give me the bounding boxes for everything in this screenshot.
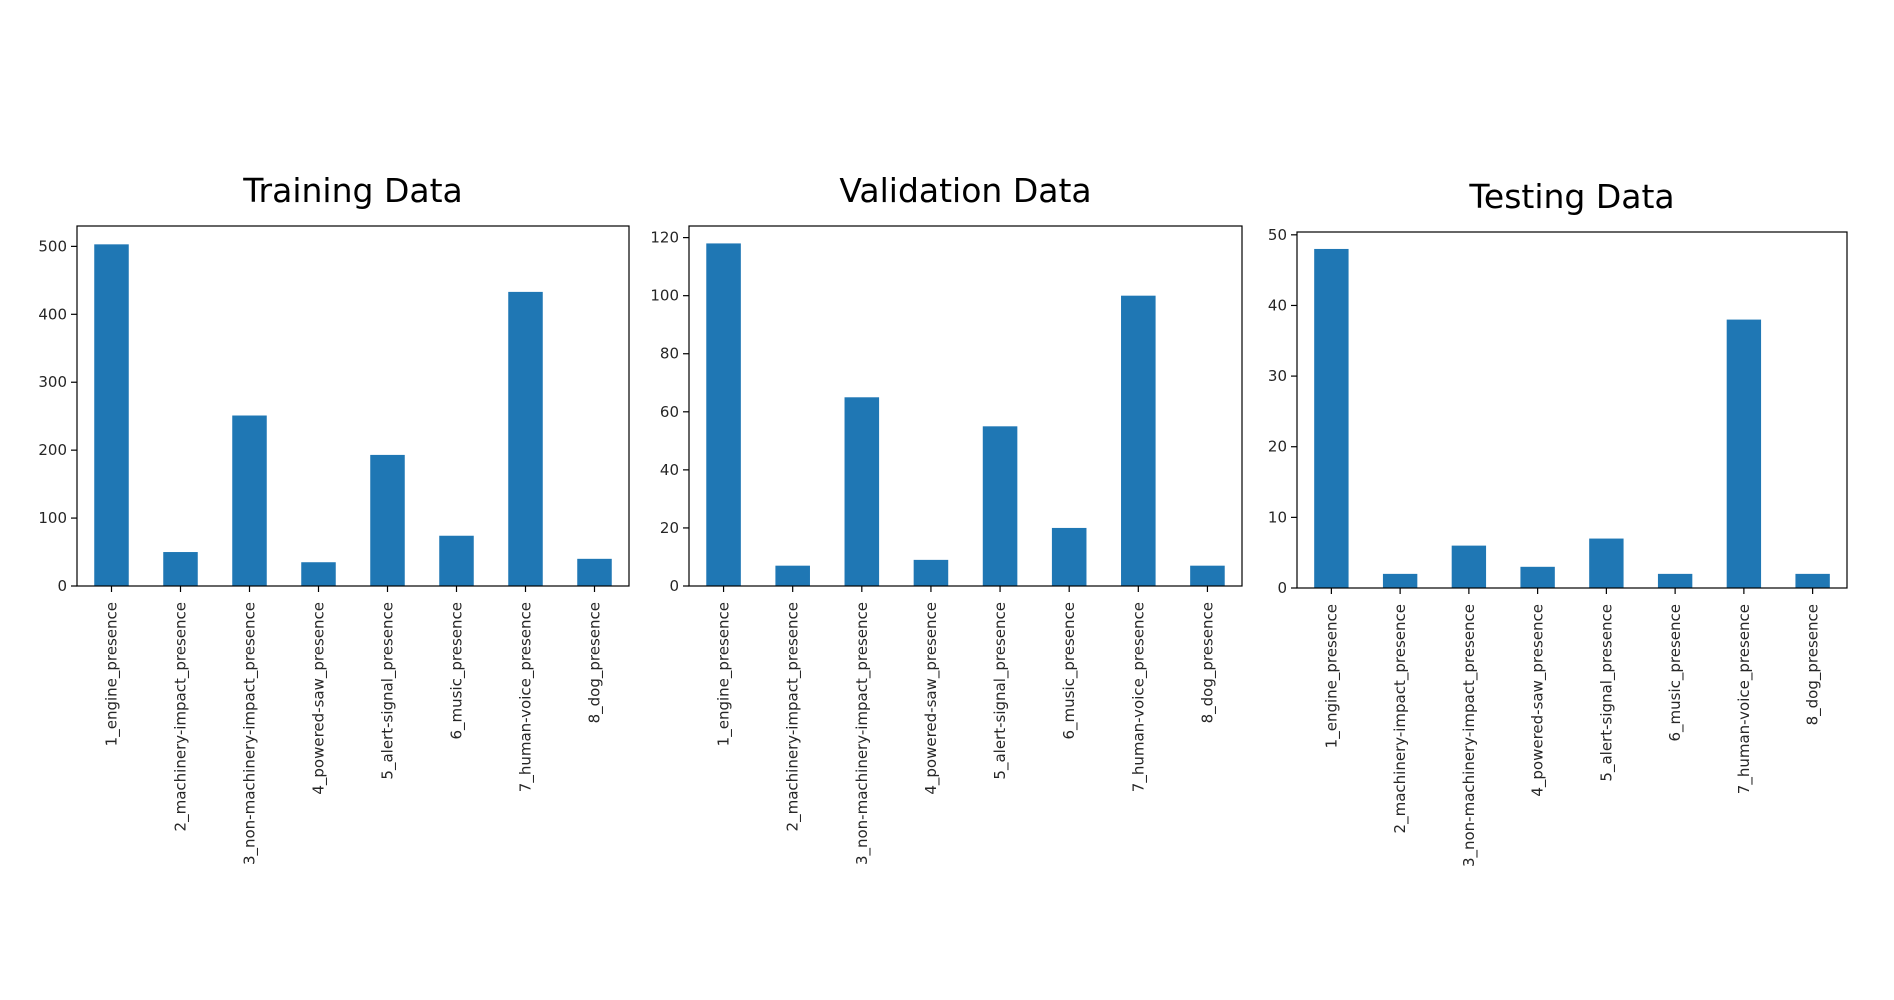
bar-5_alert-signal_presence bbox=[982, 426, 1018, 586]
y-tick-label: 0 bbox=[57, 577, 67, 595]
y-tick-label: 20 bbox=[1268, 438, 1287, 456]
x-tick-label: 4_powered-saw_presence bbox=[922, 602, 941, 795]
x-tick-label: 2_machinery-impact_presence bbox=[172, 602, 191, 831]
y-tick-label: 400 bbox=[38, 305, 67, 323]
y-tick-label: 300 bbox=[38, 373, 67, 391]
x-tick-label: 6_music_presence bbox=[1666, 604, 1685, 742]
validation-chart: Validation Data 0 20 40 60 80 100 120 1_engine_… bbox=[650, 171, 1243, 865]
training-chart: Training Data 0 100 200 300 400 500 1_engine_p… bbox=[38, 171, 630, 865]
y-tick-label: 80 bbox=[660, 345, 679, 363]
bar-2_machinery-impact_presence bbox=[775, 565, 810, 586]
bar-8_dog_presence bbox=[1795, 573, 1830, 588]
bar-3_non-machinery-impact_presence bbox=[232, 415, 267, 586]
axes-frame bbox=[1296, 231, 1848, 589]
x-tick-label: 5_alert-signal_presence bbox=[1597, 604, 1616, 782]
chart-title: Testing Data bbox=[1468, 177, 1674, 216]
x-tick-label: 1_engine_presence bbox=[103, 602, 122, 746]
bar-6_music_presence bbox=[1051, 527, 1087, 586]
bar-8_dog_presence bbox=[577, 558, 612, 586]
y-tick-label: 500 bbox=[38, 237, 67, 255]
bar-4_powered-saw_presence bbox=[301, 562, 336, 586]
bar-6_music_presence bbox=[439, 535, 474, 586]
x-tick-label: 4_powered-saw_presence bbox=[1529, 604, 1548, 797]
x-tick-label: 7_human-voice_presence bbox=[1129, 602, 1148, 792]
y-tick-label: 100 bbox=[650, 287, 679, 305]
bar-7_human-voice_presence bbox=[1121, 295, 1156, 586]
y-tick-label: 40 bbox=[660, 461, 679, 479]
x-tick-label: 3_non-machinery-impact_presence bbox=[853, 602, 872, 865]
y-tick-label: 20 bbox=[660, 519, 679, 537]
y-tick-label: 100 bbox=[38, 509, 67, 527]
bar-5_alert-signal_presence bbox=[370, 454, 405, 586]
x-tick-label: 7_human-voice_presence bbox=[517, 602, 536, 792]
bar-4_powered-saw_presence bbox=[913, 559, 949, 586]
y-tick-label: 50 bbox=[1268, 226, 1287, 244]
chart-title: Validation Data bbox=[839, 171, 1091, 210]
x-tick-label: 8_dog_presence bbox=[1198, 602, 1217, 723]
axes-frame bbox=[688, 225, 1243, 587]
bar-4_powered-saw_presence bbox=[1520, 566, 1555, 588]
x-tick-label: 1_engine_presence bbox=[1322, 604, 1341, 748]
x-tick-label: 8_dog_presence bbox=[586, 602, 605, 723]
y-tick-label: 0 bbox=[669, 577, 679, 595]
bar-5_alert-signal_presence bbox=[1589, 538, 1624, 588]
x-tick-label: 6_music_presence bbox=[1060, 602, 1079, 740]
x-tick-label: 3_non-machinery-impact_presence bbox=[1460, 604, 1479, 867]
x-tick-label: 5_alert-signal_presence bbox=[991, 602, 1010, 780]
x-tick-label: 5_alert-signal_presence bbox=[379, 602, 398, 780]
x-tick-label: 4_powered-saw_presence bbox=[310, 602, 329, 795]
x-tick-label: 8_dog_presence bbox=[1804, 604, 1823, 725]
y-tick-label: 200 bbox=[38, 441, 67, 459]
bar-2_machinery-impact_presence bbox=[163, 552, 198, 586]
bar-7_human-voice_presence bbox=[508, 291, 543, 586]
x-tick-label: 7_human-voice_presence bbox=[1735, 604, 1754, 794]
y-tick-label: 10 bbox=[1268, 508, 1287, 526]
x-tick-label: 2_machinery-impact_presence bbox=[784, 602, 803, 831]
bar-1_engine_presence bbox=[706, 243, 741, 587]
bar-7_human-voice_presence bbox=[1726, 319, 1762, 588]
testing-chart: Testing Data 0 10 20 30 40 50 1_engine_presenc… bbox=[1268, 177, 1848, 867]
axes-frame bbox=[76, 225, 630, 587]
y-tick-label: 30 bbox=[1268, 367, 1287, 385]
x-tick-label: 6_music_presence bbox=[448, 602, 467, 740]
bar-1_engine_presence bbox=[1314, 248, 1349, 588]
bar-2_machinery-impact_presence bbox=[1382, 573, 1418, 588]
y-tick-label: 120 bbox=[650, 229, 679, 247]
x-tick-label: 1_engine_presence bbox=[715, 602, 734, 746]
chart-title: Training Data bbox=[242, 171, 463, 210]
bar-3_non-machinery-impact_presence bbox=[844, 397, 880, 586]
bar-3_non-machinery-impact_presence bbox=[1451, 545, 1487, 588]
x-tick-label: 2_machinery-impact_presence bbox=[1391, 604, 1410, 833]
y-tick-label: 60 bbox=[660, 403, 679, 421]
x-tick-label: 3_non-machinery-impact_presence bbox=[241, 602, 260, 865]
bar-1_engine_presence bbox=[94, 244, 129, 586]
y-tick-label: 0 bbox=[1277, 579, 1287, 597]
y-tick-label: 40 bbox=[1268, 296, 1287, 314]
bar-6_music_presence bbox=[1657, 573, 1693, 588]
bar-8_dog_presence bbox=[1190, 565, 1225, 586]
